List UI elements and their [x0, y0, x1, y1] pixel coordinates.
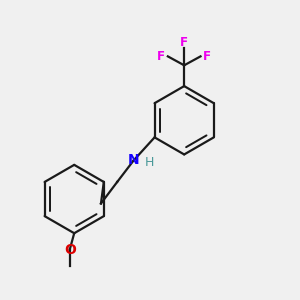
Text: F: F [157, 50, 165, 63]
Text: H: H [144, 156, 154, 169]
Text: F: F [180, 36, 188, 49]
Text: O: O [64, 243, 76, 256]
Text: N: N [128, 153, 140, 167]
Text: F: F [203, 50, 211, 63]
